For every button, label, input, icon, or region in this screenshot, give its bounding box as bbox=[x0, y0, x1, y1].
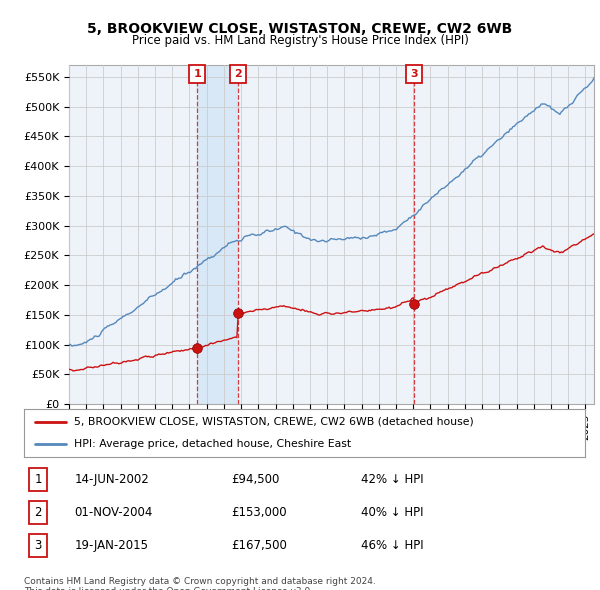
Text: 42% ↓ HPI: 42% ↓ HPI bbox=[361, 473, 423, 486]
Text: 3: 3 bbox=[34, 539, 42, 552]
Text: 5, BROOKVIEW CLOSE, WISTASTON, CREWE, CW2 6WB (detached house): 5, BROOKVIEW CLOSE, WISTASTON, CREWE, CW… bbox=[74, 417, 474, 427]
Text: 01-NOV-2004: 01-NOV-2004 bbox=[74, 506, 153, 519]
Text: 1: 1 bbox=[193, 69, 201, 79]
Text: 14-JUN-2002: 14-JUN-2002 bbox=[74, 473, 149, 486]
Text: £94,500: £94,500 bbox=[232, 473, 280, 486]
Text: £153,000: £153,000 bbox=[232, 506, 287, 519]
Bar bbox=[197, 65, 238, 404]
Text: 2: 2 bbox=[235, 69, 242, 79]
Text: 5, BROOKVIEW CLOSE, WISTASTON, CREWE, CW2 6WB: 5, BROOKVIEW CLOSE, WISTASTON, CREWE, CW… bbox=[88, 22, 512, 37]
Text: 3: 3 bbox=[410, 69, 418, 79]
Text: Contains HM Land Registry data © Crown copyright and database right 2024.
This d: Contains HM Land Registry data © Crown c… bbox=[24, 577, 376, 590]
Text: 1: 1 bbox=[34, 473, 42, 486]
Text: 19-JAN-2015: 19-JAN-2015 bbox=[74, 539, 148, 552]
Text: HPI: Average price, detached house, Cheshire East: HPI: Average price, detached house, Ches… bbox=[74, 439, 352, 449]
Text: 46% ↓ HPI: 46% ↓ HPI bbox=[361, 539, 423, 552]
Text: Price paid vs. HM Land Registry's House Price Index (HPI): Price paid vs. HM Land Registry's House … bbox=[131, 34, 469, 47]
Text: 2: 2 bbox=[34, 506, 42, 519]
Text: 40% ↓ HPI: 40% ↓ HPI bbox=[361, 506, 423, 519]
Text: £167,500: £167,500 bbox=[232, 539, 287, 552]
